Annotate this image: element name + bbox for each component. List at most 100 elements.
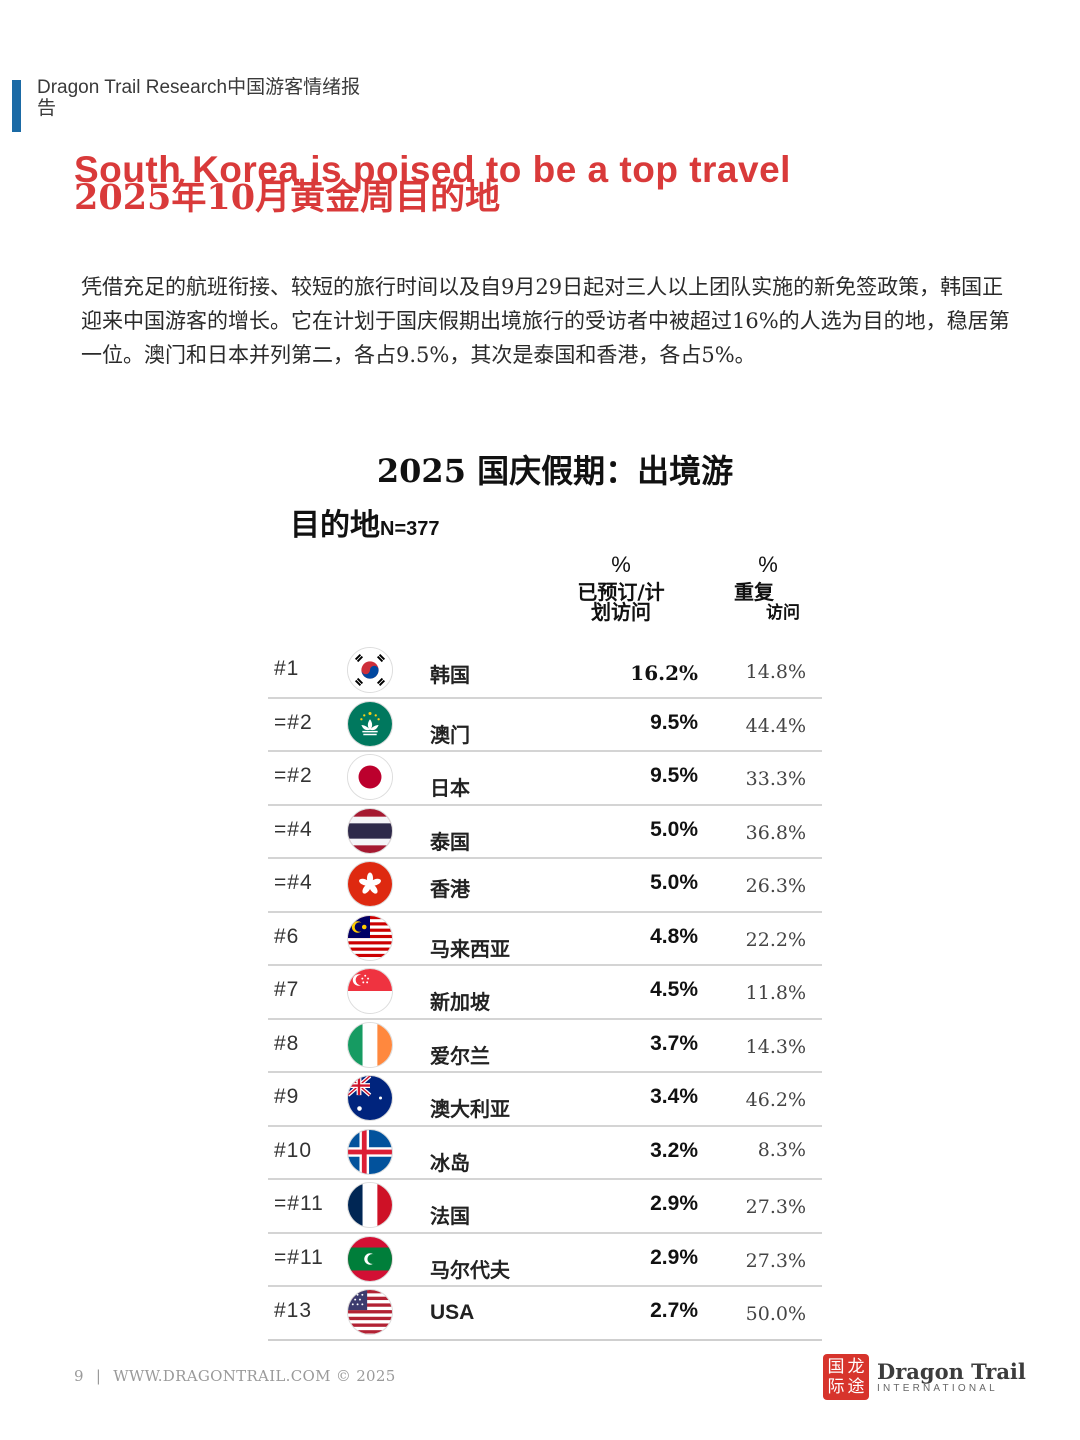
repeat-percent: 36.8% [745, 821, 806, 844]
page-number: 9 [74, 1367, 84, 1385]
column-header-booked-label: 已预订/计划访问 [577, 580, 665, 624]
table-row: #13 USA 2.7% 50.0% [268, 1287, 822, 1341]
booked-percent: 2.9% [650, 1192, 698, 1215]
dragon-trail-logo: 国 龙 际 途 Dragon Trail INTERNATIONAL [823, 1354, 1026, 1400]
logo-name: Dragon Trail [877, 1358, 1026, 1384]
repeat-percent: 27.3% [745, 1249, 806, 1272]
rank: #13 [274, 1299, 313, 1322]
headline-chinese: 2025年10月黄金周目的地 [74, 177, 501, 218]
destination-name: 日本 [430, 776, 470, 800]
france-flag-icon [347, 1182, 393, 1228]
rank: #10 [274, 1138, 313, 1162]
rank: =#11 [274, 1245, 324, 1269]
body-paragraph: 凭借充足的航班衔接、较短的旅行时间以及自9月29日起对三人以上团队实施的新免签政… [81, 275, 1010, 367]
japan-flag-icon [347, 754, 393, 800]
south-korea-flag-icon [347, 647, 393, 693]
booked-percent: 3.2% [650, 1138, 698, 1162]
rank: #1 [274, 657, 300, 680]
table-row: =#2 日本 9.5% 33.3% [268, 752, 822, 806]
rank: #7 [274, 978, 300, 1001]
destination-name: 法国 [430, 1204, 470, 1228]
hong-kong-flag-icon [347, 861, 393, 907]
column-header-booked-pct: % [611, 552, 631, 577]
australia-flag-icon [347, 1075, 393, 1121]
column-header-repeat-pct: % [758, 552, 778, 577]
destination-name: 新加坡 [430, 990, 490, 1014]
singapore-flag-icon [347, 968, 393, 1014]
logo-text: Dragon Trail INTERNATIONAL [877, 1358, 1026, 1394]
destination-name: 泰国 [430, 829, 470, 854]
column-header-repeat-label-line2: 访问 [766, 603, 800, 623]
page-footer: 9 | WWW.DRAGONTRAIL.COM © 2025 [74, 1367, 396, 1385]
chart-subtitle: 目的地N=377 [290, 500, 440, 544]
booked-percent: 2.9% [650, 1245, 698, 1269]
usa-flag-icon [347, 1289, 393, 1335]
table-row: =#11 马尔代夫 2.9% 27.3% [268, 1234, 822, 1287]
repeat-percent: 27.3% [745, 1196, 806, 1218]
destination-name: 香港 [430, 877, 470, 901]
repeat-percent: 33.3% [745, 768, 806, 790]
repeat-percent: 44.4% [745, 714, 806, 737]
table-row: =#11 法国 2.9% 27.3% [268, 1180, 822, 1234]
repeat-percent: 22.2% [745, 928, 806, 951]
repeat-percent: 11.8% [745, 982, 806, 1004]
destination-name: 冰岛 [430, 1150, 470, 1175]
malaysia-flag-icon [347, 914, 393, 961]
seal-char: 途 [847, 1377, 865, 1397]
chart-subtitle-text: 目的地 [290, 508, 380, 543]
sample-size: N=377 [380, 518, 440, 540]
macau-flag-icon [347, 700, 393, 747]
rank: =#11 [274, 1192, 324, 1215]
booked-percent: 5.0% [650, 817, 698, 841]
report-header-title: Dragon Trail Research中国游客情绪报告 [37, 77, 361, 119]
rank: =#2 [274, 710, 313, 734]
booked-percent: 4.5% [650, 978, 698, 1001]
table-row: #9 澳大利亚 3.4% 46.2% [268, 1073, 822, 1127]
rank: #6 [274, 924, 300, 948]
footer-site-link[interactable]: WWW.DRAGONTRAIL.COM © 2025 [113, 1367, 396, 1385]
seal-char: 际 [827, 1377, 845, 1397]
repeat-percent: 50.0% [745, 1303, 806, 1325]
table-row: =#4 泰国 5.0% 36.8% [268, 806, 822, 859]
booked-percent: 9.5% [650, 764, 698, 787]
destination-name: 澳门 [430, 722, 470, 747]
table-row: =#2 澳门 9.5% 44.4% [268, 699, 822, 752]
repeat-percent: 14.3% [745, 1035, 806, 1058]
destination-name: 爱尔兰 [430, 1043, 490, 1068]
seal-char: 龙 [847, 1357, 865, 1377]
table-row: =#4 香港 5.0% 26.3% [268, 859, 822, 913]
rank: #9 [274, 1085, 300, 1108]
booked-percent: 3.4% [650, 1085, 698, 1108]
chart-title: 2025 国庆假期：出境游 [376, 452, 734, 490]
maldives-flag-icon [347, 1235, 393, 1282]
column-header-repeat-label-line1: 重复 [734, 580, 774, 604]
booked-percent: 3.7% [650, 1031, 698, 1055]
table-row: #1 韩国 16.2% 14.8% [268, 645, 822, 699]
table-row: #10 冰岛 3.2% 8.3% [268, 1127, 822, 1180]
repeat-percent: 26.3% [745, 875, 806, 897]
booked-percent: 9.5% [650, 710, 698, 734]
destination-name: 澳大利亚 [430, 1097, 510, 1121]
rank: =#4 [274, 817, 313, 841]
page-headline: South Korea is poised to be a top travel… [74, 151, 894, 218]
seal-char: 国 [827, 1357, 845, 1377]
column-header-repeat: % 重复 访问 [718, 552, 818, 624]
header-accent-bar [12, 80, 21, 132]
table-row: #8 爱尔兰 3.7% 14.3% [268, 1020, 822, 1073]
thailand-flag-icon [347, 807, 393, 854]
booked-percent: 2.7% [650, 1299, 698, 1322]
rank: =#2 [274, 764, 313, 787]
destination-name: 马尔代夫 [430, 1257, 510, 1282]
ireland-flag-icon [347, 1021, 393, 1068]
destination-name: USA [430, 1301, 475, 1324]
booked-percent: 4.8% [650, 924, 698, 948]
destination-name: 马来西亚 [430, 936, 510, 961]
iceland-flag-icon [347, 1128, 393, 1175]
repeat-percent: 14.8% [745, 661, 806, 683]
rank: =#4 [274, 871, 313, 894]
booked-percent: 5.0% [650, 871, 698, 894]
logo-subtitle: INTERNATIONAL [877, 1382, 998, 1394]
table-row: #6 马来西亚 4.8% 22.2% [268, 913, 822, 966]
repeat-percent: 8.3% [757, 1138, 806, 1161]
repeat-percent: 46.2% [745, 1089, 806, 1111]
